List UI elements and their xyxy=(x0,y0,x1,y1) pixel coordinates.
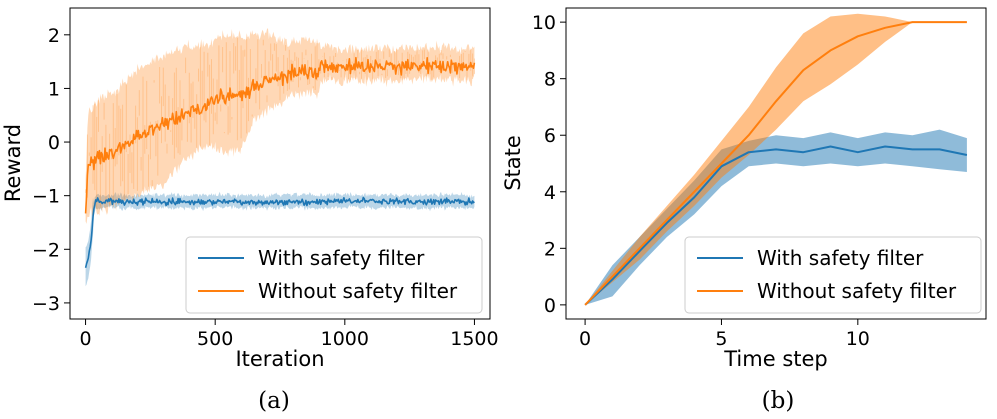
panel-b-caption: (b) xyxy=(762,388,795,414)
panel-b-ytick-label: 2 xyxy=(544,238,556,260)
panel-a-line-orange xyxy=(84,56,476,214)
panel-b-axes-frame xyxy=(565,7,987,320)
panel-b-ytick-label: 8 xyxy=(544,69,556,91)
panel-a-ytick-label: 1 xyxy=(48,78,60,100)
panel-b-legend: With safety filter Without safety filter xyxy=(684,236,982,314)
panel-b-xtick-label: 10 xyxy=(846,328,870,350)
panel-a-legend-box xyxy=(185,236,483,314)
panel-b-ytick-label: 6 xyxy=(544,125,556,147)
panel-a-lines xyxy=(84,56,476,268)
panel-b-legend-label-blue: With safety filter xyxy=(757,246,924,270)
panel-b-legend-box xyxy=(684,236,982,314)
panel-a-xtick-label: 1500 xyxy=(450,328,498,350)
panel-a-xlabel: Iteration xyxy=(235,347,324,371)
panel-a-ytick-label: −1 xyxy=(32,186,60,208)
panel-a-legend-label-orange: Without safety filter xyxy=(258,279,458,303)
panel-a-ytick-label: 0 xyxy=(48,132,60,154)
panel-a-ytick-label: −2 xyxy=(32,239,60,261)
panel-b-line-orange xyxy=(584,21,967,306)
panel-a-band-spikes-orange xyxy=(85,37,475,209)
panel-b-ylabel: State xyxy=(501,135,525,191)
panel-a-legend-label-blue: With safety filter xyxy=(258,246,425,270)
panel-b-ticks: 0 5 10 0 2 4 6 8 10 xyxy=(532,12,870,350)
panel-a-ticks: 0 500 1000 1500 2 1 0 −1 −2 −3 xyxy=(32,25,499,350)
panel-b-bands xyxy=(585,13,967,305)
panel-a-ytick-label: 2 xyxy=(48,25,60,47)
panel-b: 0 5 10 0 2 4 6 8 10 Time step State (b) With saf… xyxy=(501,7,987,414)
panel-b-band-orange xyxy=(585,13,967,305)
panel-b-ytick-label: 0 xyxy=(544,295,556,317)
panel-a-ylabel: Reward xyxy=(1,124,25,202)
panel-b-legend-label-orange: Without safety filter xyxy=(757,279,957,303)
panel-a-xtick-label: 1000 xyxy=(321,328,369,350)
panel-b-ytick-label: 10 xyxy=(532,12,556,34)
panel-a-band-orange xyxy=(85,28,475,224)
panel-a-ytick-label: −3 xyxy=(32,293,60,315)
panel-b-line-blue xyxy=(584,145,968,306)
panel-b-lines xyxy=(584,21,968,306)
panel-b-ytick-label: 4 xyxy=(544,182,556,204)
panel-a-caption: (a) xyxy=(258,388,290,414)
panel-b-xlabel: Time step xyxy=(723,347,828,371)
panel-a-xtick-label: 0 xyxy=(80,328,92,350)
panel-a: 0 500 1000 1500 2 1 0 −1 −2 −3 Iteration Reward (… xyxy=(1,7,499,414)
panel-b-xtick-label: 0 xyxy=(579,328,591,350)
panel-a-axes-frame xyxy=(69,7,491,320)
panel-a-xtick-label: 500 xyxy=(197,328,233,350)
panel-a-legend: With safety filter Without safety filter xyxy=(185,236,483,314)
panel-a-line-blue xyxy=(84,196,475,268)
panel-b-xtick-label: 5 xyxy=(715,328,727,350)
